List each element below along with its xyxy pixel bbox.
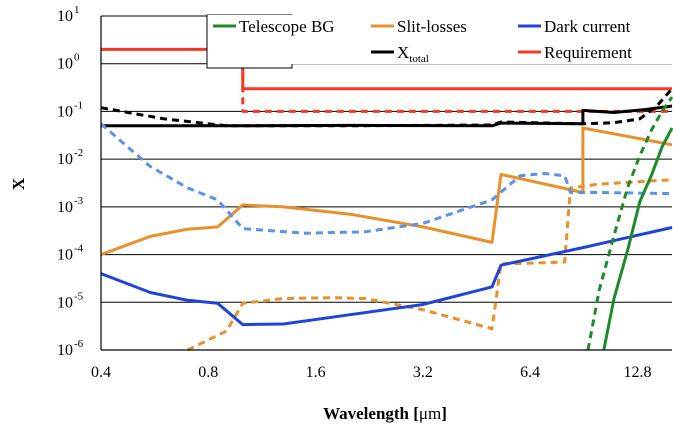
y-tick-exponent-7: -6 (74, 338, 84, 350)
x-tick-label-1: 0.8 (198, 364, 218, 381)
y-tick-exponent-2: -1 (74, 99, 83, 111)
x-tick-label-5: 12.8 (623, 364, 651, 381)
x-axis-title-main: Wavelength [ (323, 404, 419, 423)
y-tick-label-6: 10 (57, 294, 73, 311)
y-tick-exponent-4: -3 (74, 195, 84, 207)
y-axis-title: X (9, 177, 28, 190)
legend-label-4: Requirement (544, 43, 632, 62)
series-lines (100, 47, 673, 352)
x-tick-label-3: 3.2 (413, 364, 433, 381)
legend-label-main: X (397, 43, 409, 62)
x-axis-title-end: ] (441, 404, 447, 423)
legend-label-main: Dark current (544, 17, 631, 36)
legend: Telescope BG Slit-losses Dark current Xtota… (206, 14, 673, 69)
legend-label-main: Requirement (544, 43, 632, 62)
y-tick-exponent-3: -2 (74, 147, 83, 159)
legend-label-3: Xtotal (397, 43, 429, 65)
x-axis-title: Wavelength [μm] (323, 404, 447, 423)
series-x-total-dashed-line (100, 87, 673, 128)
series-telescope-bg-solid-line (602, 127, 673, 351)
legend-backdrop (207, 15, 673, 64)
y-tick-exponent-5: -4 (74, 243, 84, 255)
y-tick-label-1: 10 (57, 56, 73, 73)
x-axis-title-unit: μm (419, 404, 441, 423)
series-requirement-dashed-line (241, 49, 672, 113)
x-tick-labels: 0.4 0.8 1.6 3.2 6.4 12.8 (91, 364, 651, 381)
y-tick-exponent-0: 1 (74, 4, 80, 16)
y-tick-label-2: 10 (57, 103, 73, 120)
x-tick-label-4: 6.4 (520, 364, 540, 381)
y-tick-base: 10 (57, 199, 73, 216)
series-requirement-solid-line (101, 47, 672, 91)
x-tick-label-2: 1.6 (306, 364, 326, 381)
legend-label-1: Slit-losses (397, 17, 467, 36)
y-tick-base: 10 (57, 294, 73, 311)
y-tick-exponent-6: -5 (74, 290, 84, 302)
legend-label-2: Dark current (544, 17, 631, 36)
legend-label-subscript: total (409, 53, 429, 65)
legend-label-0: Telescope BG (239, 17, 335, 36)
y-tick-label-5: 10 (57, 247, 73, 264)
legend-label-main: Slit-losses (397, 17, 467, 36)
y-tick-base: 10 (57, 342, 73, 359)
y-tick-label-4: 10 (57, 199, 73, 216)
y-tick-base: 10 (57, 247, 73, 264)
y-tick-base: 10 (57, 56, 73, 73)
y-tick-base: 10 (57, 151, 73, 168)
series-dark-current-solid-line (100, 226, 673, 327)
y-tick-label-3: 10 (57, 151, 73, 168)
axes (100, 16, 672, 351)
y-tick-base: 10 (57, 103, 73, 120)
legend-label-main: Telescope BG (239, 17, 335, 36)
x-tick-label-0: 0.4 (91, 364, 111, 381)
y-tick-label-0: 10 (57, 8, 73, 25)
y-tick-base: 10 (57, 8, 73, 25)
y-tick-exponent-1: 0 (74, 52, 80, 64)
y-tick-label-7: 10 (57, 342, 73, 359)
series-telescope-bg-dashed-line (586, 96, 673, 351)
series-slit-losses-dashed-line (186, 178, 673, 352)
